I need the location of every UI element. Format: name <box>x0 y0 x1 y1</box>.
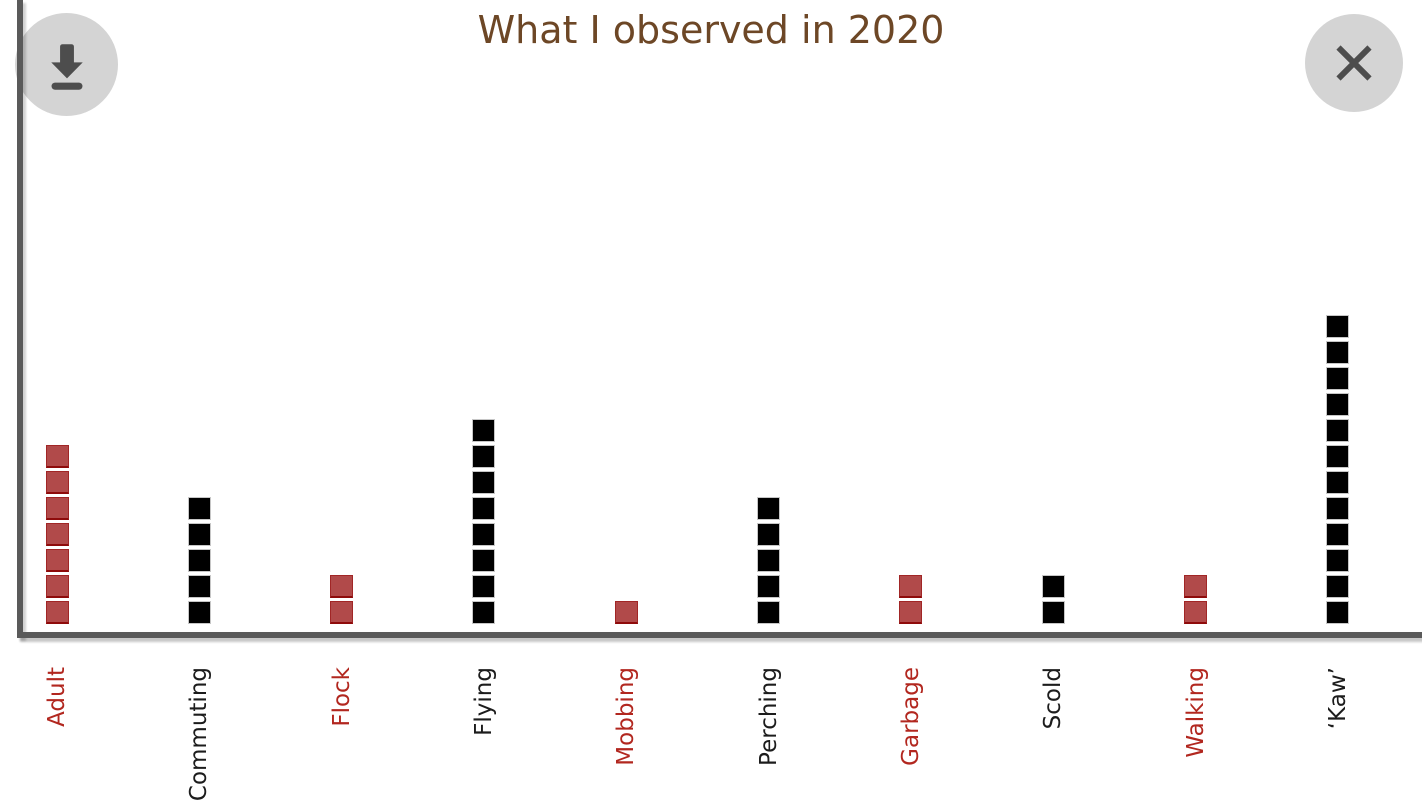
unit-square <box>472 575 496 598</box>
x-axis-label: Adult <box>44 667 70 727</box>
x-axis-label: Flying <box>470 667 497 736</box>
unit-square <box>45 549 69 572</box>
unit-square <box>1041 575 1065 598</box>
unit-square <box>1326 497 1350 520</box>
download-icon <box>35 33 99 97</box>
unit-square <box>1326 341 1350 364</box>
unit-square <box>899 601 923 624</box>
x-axis-label: Flock <box>328 667 355 727</box>
x-axis-label: Mobbing <box>613 667 640 766</box>
x-axis-label: ‘Kaw’ <box>1324 667 1351 730</box>
unit-square <box>1326 523 1350 546</box>
unit-square <box>187 575 211 598</box>
unit-square <box>1326 575 1350 598</box>
unit-square <box>187 549 211 572</box>
x-axis-label: Garbage <box>897 667 924 766</box>
unit-square <box>1326 393 1350 416</box>
x-axis-label: Perching <box>755 667 782 766</box>
x-axis-label: Walking <box>1182 667 1209 758</box>
close-button[interactable] <box>1305 14 1403 112</box>
unit-square <box>757 575 781 598</box>
unit-square <box>472 471 496 494</box>
unit-square <box>472 445 496 468</box>
unit-square <box>757 601 781 624</box>
unit-square <box>1326 419 1350 442</box>
unit-square <box>1041 601 1065 624</box>
unit-square <box>187 497 211 520</box>
unit-square <box>45 575 69 598</box>
unit-square <box>45 471 69 494</box>
unit-square <box>330 601 354 624</box>
unit-square <box>1326 471 1350 494</box>
download-button[interactable] <box>15 13 118 116</box>
unit-square <box>1326 601 1350 624</box>
unit-square <box>1326 549 1350 572</box>
unit-square <box>614 601 638 624</box>
unit-square <box>1326 445 1350 468</box>
unit-square <box>472 549 496 572</box>
unit-square <box>757 549 781 572</box>
x-axis-label: Commuting <box>186 667 213 800</box>
unit-square <box>757 523 781 546</box>
unit-square <box>472 601 496 624</box>
unit-square <box>899 575 923 598</box>
unit-square <box>472 523 496 546</box>
y-axis-line <box>17 0 23 638</box>
unit-square <box>45 601 69 624</box>
unit-square <box>187 523 211 546</box>
unit-square <box>1326 315 1350 338</box>
unit-square <box>757 497 781 520</box>
unit-square <box>1326 367 1350 390</box>
unit-square <box>472 497 496 520</box>
unit-square <box>1184 601 1208 624</box>
unit-square <box>45 497 69 520</box>
x-axis-label: Scold <box>1040 667 1067 730</box>
page-title: What I observed in 2020 <box>477 8 945 52</box>
close-icon <box>1323 32 1385 94</box>
unit-square <box>472 419 496 442</box>
unit-square <box>187 601 211 624</box>
unit-square <box>330 575 354 598</box>
unit-square <box>45 445 69 468</box>
x-axis-line <box>17 632 1422 638</box>
unit-square <box>45 523 69 546</box>
unit-square <box>1184 575 1208 598</box>
